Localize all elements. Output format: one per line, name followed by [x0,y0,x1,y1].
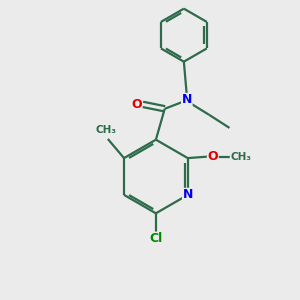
Text: N: N [182,93,192,106]
Text: N: N [183,188,193,201]
Text: O: O [208,150,218,163]
Text: O: O [131,98,142,111]
Text: CH₃: CH₃ [230,152,251,162]
Text: Cl: Cl [149,232,163,245]
Text: CH₃: CH₃ [96,125,117,135]
